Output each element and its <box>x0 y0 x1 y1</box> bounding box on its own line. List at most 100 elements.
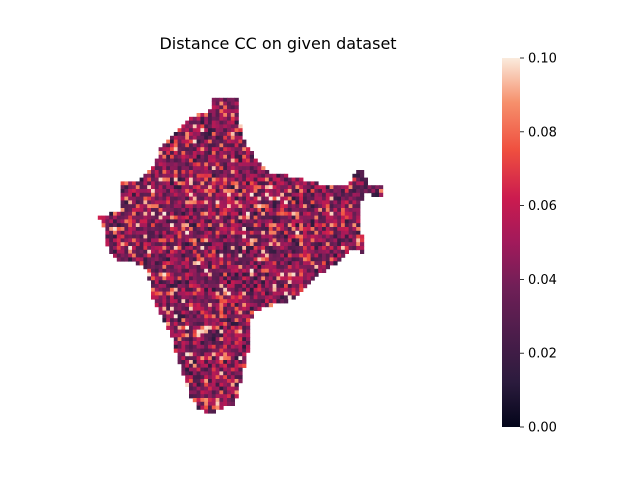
heatmap-cell <box>211 306 216 311</box>
heatmap-cell <box>181 143 186 148</box>
heatmap-cell <box>109 215 114 220</box>
heatmap-cell <box>356 223 361 228</box>
heatmap-cell <box>189 257 194 262</box>
heatmap-cell <box>170 154 175 159</box>
heatmap-cell <box>154 230 159 235</box>
heatmap-cell <box>154 291 159 296</box>
heatmap-cell <box>173 303 178 308</box>
heatmap-cell <box>185 272 190 277</box>
heatmap-cell <box>333 219 338 224</box>
heatmap-cell <box>284 253 289 258</box>
heatmap-cell <box>196 162 201 167</box>
heatmap-cell <box>192 249 197 254</box>
heatmap-cell <box>261 291 266 296</box>
heatmap-cell <box>211 204 216 209</box>
heatmap-cell <box>135 204 140 209</box>
heatmap-cell <box>181 310 186 315</box>
heatmap-cell <box>170 261 175 266</box>
heatmap-cell <box>246 242 251 247</box>
heatmap-cell <box>257 261 262 266</box>
heatmap-cell <box>196 189 201 194</box>
heatmap-cell <box>329 215 334 220</box>
heatmap-cell <box>200 363 205 368</box>
heatmap-cell <box>185 310 190 315</box>
heatmap-cell <box>306 272 311 277</box>
heatmap-cell <box>192 143 197 148</box>
heatmap-cell <box>215 379 220 384</box>
heatmap-cell <box>246 234 251 239</box>
heatmap-cell <box>128 246 133 251</box>
heatmap-cell <box>211 166 216 171</box>
heatmap-cell <box>242 268 247 273</box>
heatmap-cell <box>348 246 353 251</box>
heatmap-cell <box>173 170 178 175</box>
heatmap-cell <box>219 124 224 129</box>
heatmap-cell <box>162 208 167 213</box>
heatmap-cell <box>192 246 197 251</box>
heatmap-cell <box>253 299 258 304</box>
heatmap-cell <box>132 219 137 224</box>
heatmap-cell <box>170 310 175 315</box>
heatmap-cell <box>234 139 239 144</box>
heatmap-cell <box>189 170 194 175</box>
heatmap-cell <box>337 200 342 205</box>
heatmap-cell <box>219 253 224 258</box>
heatmap-cell <box>337 211 342 216</box>
heatmap-cell <box>113 238 118 243</box>
heatmap-cell <box>333 257 338 262</box>
heatmap-cell <box>192 322 197 327</box>
heatmap-cell <box>204 242 209 247</box>
heatmap-cell <box>299 200 304 205</box>
heatmap-cell <box>276 242 281 247</box>
heatmap-cell <box>215 303 220 308</box>
heatmap-cell <box>181 299 186 304</box>
heatmap-cell <box>211 173 216 178</box>
heatmap-cell <box>204 295 209 300</box>
heatmap-cell <box>158 287 163 292</box>
heatmap-cell <box>341 196 346 201</box>
heatmap-cell <box>208 337 213 342</box>
heatmap-cell <box>337 219 342 224</box>
heatmap-cell <box>322 192 327 197</box>
heatmap-cell <box>208 371 213 376</box>
heatmap-cell <box>189 120 194 125</box>
heatmap-cell <box>291 219 296 224</box>
heatmap-cell <box>265 238 270 243</box>
heatmap-cell <box>192 386 197 391</box>
heatmap-cell <box>181 227 186 232</box>
heatmap-cell <box>230 185 235 190</box>
heatmap-cell <box>200 280 205 285</box>
heatmap-cell <box>238 219 243 224</box>
heatmap-cell <box>227 386 232 391</box>
heatmap-cell <box>348 230 353 235</box>
heatmap-cell <box>192 132 197 137</box>
heatmap-cell <box>261 223 266 228</box>
heatmap-cell <box>261 295 266 300</box>
heatmap-cell <box>162 280 167 285</box>
heatmap-cell <box>329 253 334 258</box>
heatmap-cell <box>276 253 281 258</box>
heatmap-cell <box>299 204 304 209</box>
heatmap-cell <box>367 185 372 190</box>
heatmap-cell <box>200 211 205 216</box>
heatmap-cell <box>249 272 254 277</box>
heatmap-cell <box>196 249 201 254</box>
heatmap-cell <box>276 227 281 232</box>
heatmap-cell <box>227 238 232 243</box>
heatmap-cell <box>234 162 239 167</box>
heatmap-cell <box>211 211 216 216</box>
heatmap-cell <box>265 242 270 247</box>
heatmap-cell <box>261 200 266 205</box>
heatmap-cell <box>322 219 327 224</box>
heatmap-cell <box>310 230 315 235</box>
heatmap-cell <box>170 333 175 338</box>
heatmap-cell <box>189 208 194 213</box>
heatmap-cell <box>242 196 247 201</box>
heatmap-cell <box>215 249 220 254</box>
heatmap-cell <box>295 208 300 213</box>
heatmap-cell <box>291 177 296 182</box>
heatmap-cell <box>253 261 258 266</box>
heatmap-cell <box>116 234 121 239</box>
heatmap-cell <box>249 268 254 273</box>
heatmap-cell <box>147 181 152 186</box>
